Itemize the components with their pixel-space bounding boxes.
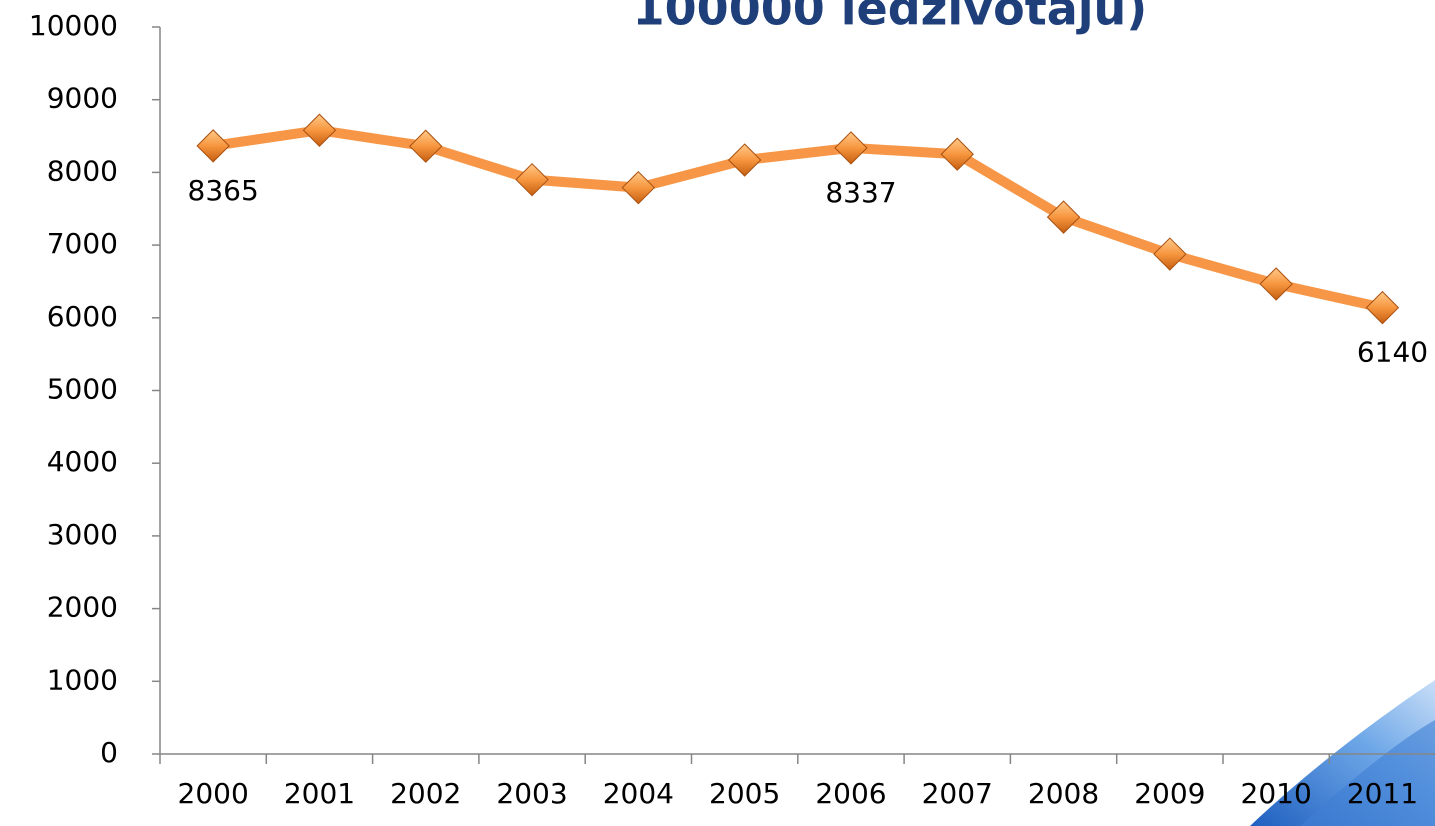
point-marker	[940, 137, 974, 171]
y-tick-label: 8000	[47, 154, 118, 187]
y-tick-label: 3000	[47, 518, 118, 551]
data-label: 8337	[825, 176, 896, 209]
y-tick-label: 1000	[47, 663, 118, 696]
y-tick-label: 10000	[29, 9, 118, 42]
x-tick-label: 2006	[815, 777, 886, 810]
point-marker	[834, 131, 868, 165]
y-tick-label: 9000	[47, 82, 118, 115]
point-marker	[1153, 237, 1187, 271]
y-tick-label: 6000	[47, 300, 118, 333]
x-tick-label: 2002	[390, 777, 461, 810]
point-marker	[515, 162, 549, 197]
series-line	[212, 125, 1384, 313]
point-marker	[409, 129, 443, 163]
chart-title: 100000 iedzīvotāju)	[633, 0, 1148, 36]
data-label: 8365	[188, 174, 259, 207]
point-marker	[1365, 290, 1400, 325]
y-tick-label: 0	[100, 736, 118, 769]
x-tick-label: 2003	[496, 777, 567, 810]
decoration	[1300, 720, 1435, 826]
x-tick-label: 2011	[1347, 777, 1418, 810]
x-tick-label: 2005	[709, 777, 780, 810]
point-marker	[1259, 267, 1293, 301]
x-tick-label: 2000	[178, 777, 249, 810]
y-tick-label: 2000	[47, 591, 118, 624]
x-tick-label: 2009	[1134, 777, 1205, 810]
x-tick-label: 2004	[603, 777, 674, 810]
x-tick-label: 2010	[1241, 777, 1312, 810]
y-tick-label: 5000	[47, 373, 118, 406]
point-marker	[727, 143, 762, 177]
x-tick-label: 2008	[1028, 777, 1099, 810]
point-marker	[621, 170, 656, 205]
y-tick-label: 4000	[47, 445, 118, 478]
data-label: 6140	[1357, 336, 1428, 369]
point-marker	[302, 113, 337, 147]
x-tick-label: 2007	[922, 777, 993, 810]
y-tick-label: 7000	[47, 227, 118, 260]
x-tick-label: 2001	[284, 777, 355, 810]
point-marker	[196, 129, 230, 163]
point-marker	[1046, 200, 1081, 234]
